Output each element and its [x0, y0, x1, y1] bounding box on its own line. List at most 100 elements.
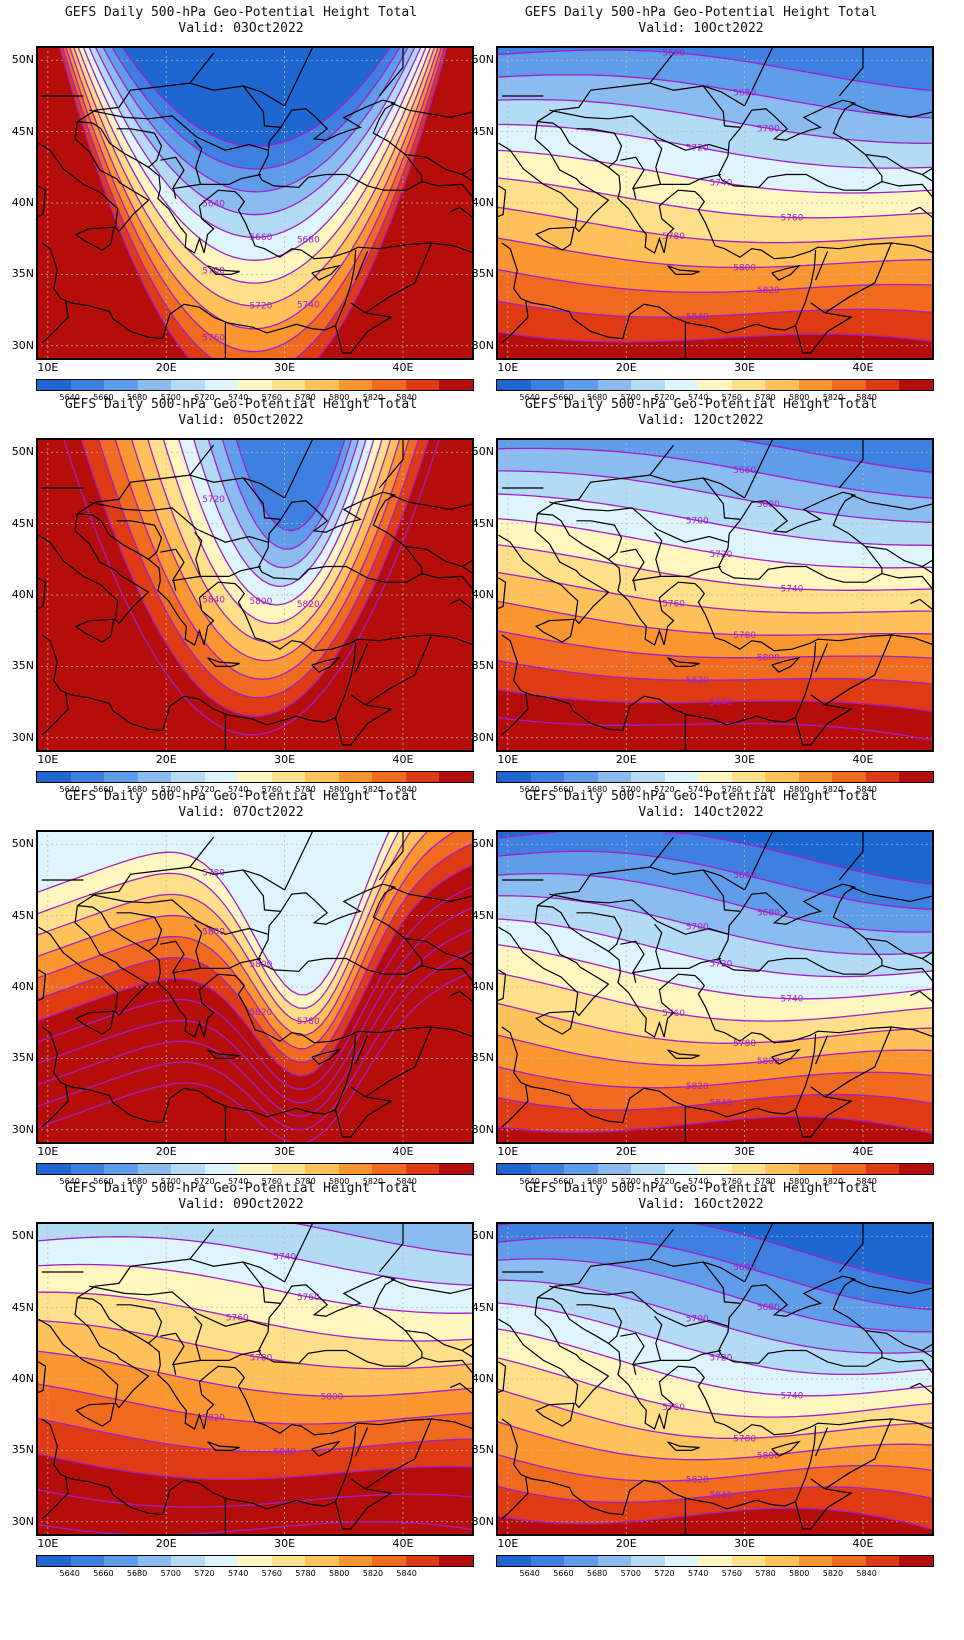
- contour-label: 5800: [249, 597, 272, 607]
- contour-label: 5780: [249, 1354, 272, 1364]
- lon-tick-label: 40E: [392, 1145, 414, 1158]
- lon-tick-label: 40E: [852, 753, 874, 766]
- panel-valid-date: Valid: 03Oct2022: [0, 20, 482, 37]
- contour-line: [496, 1222, 934, 1286]
- colorbar-swatch: [137, 380, 172, 390]
- colorbar-swatch: [104, 772, 138, 782]
- lat-tick-label: 30N: [471, 730, 494, 744]
- contour-line: [36, 927, 474, 1118]
- lat-tick-label: 30N: [471, 1514, 494, 1528]
- contour-label: 5760: [202, 334, 225, 344]
- coastline: [77, 513, 359, 652]
- coastline: [311, 1048, 341, 1065]
- contour-label: 5740: [780, 585, 803, 595]
- coastline: [355, 1035, 369, 1065]
- coastline: [77, 866, 285, 907]
- coastline: [865, 153, 934, 183]
- coastline: [75, 1402, 115, 1427]
- coastline: [815, 251, 829, 281]
- coastline: [838, 830, 864, 881]
- colorbar-swatch: [497, 772, 531, 782]
- colorbar-label: 5680: [126, 1569, 148, 1578]
- colorbar-swatch: [238, 1556, 272, 1566]
- map-plot: 5660 5680 5700 5720 5740 5760 5780 5800 5820 5840: [496, 46, 934, 360]
- coastline: [350, 1418, 432, 1490]
- map-panel: GEFS Daily 500-hPa Geo-Potential Height …: [460, 1176, 942, 1586]
- coastline: [284, 830, 314, 891]
- contour-label: 5680: [757, 500, 780, 510]
- contour-line: [496, 972, 934, 1022]
- coastline: [535, 1010, 575, 1035]
- colorbar-swatch: [698, 1556, 732, 1566]
- coastline: [576, 1304, 623, 1344]
- lat-tick-label: 50N: [471, 445, 494, 459]
- colorbar-label: 5840: [856, 785, 877, 794]
- coastline: [258, 491, 423, 583]
- panel-title: GEFS Daily 500-hPa Geo-Potential Height …: [524, 5, 878, 20]
- colorbar-label: 5660: [93, 785, 114, 794]
- contour-line: [496, 1485, 934, 1504]
- lat-tick-label: 30N: [11, 338, 34, 352]
- contour-label: 5820: [249, 1008, 272, 1018]
- colorbar-swatch: [832, 380, 866, 390]
- coastline: [390, 886, 474, 903]
- lat-tick-label: 40N: [471, 588, 494, 601]
- valid-date: 09Oct2022: [233, 1197, 304, 1212]
- lat-tick-label: 50N: [11, 837, 34, 851]
- coastline: [501, 1418, 817, 1516]
- panel-valid-date: Valid: 12Oct2022: [460, 412, 942, 429]
- coastline: [77, 905, 359, 1044]
- coastline: [258, 99, 423, 191]
- coastline: [794, 704, 853, 746]
- contour-label: 5840: [686, 313, 709, 323]
- lon-tick-label: 30E: [274, 1537, 296, 1550]
- contour-line: [496, 1236, 934, 1311]
- lon-tick-label: 20E: [615, 361, 637, 374]
- coastline: [702, 869, 742, 912]
- coastline: [632, 173, 722, 190]
- colorbar-swatch: [899, 1164, 933, 1174]
- coastline: [501, 1026, 817, 1124]
- lat-tick-label: 50N: [11, 1229, 34, 1243]
- colorbar-label: 5820: [362, 393, 384, 402]
- colorbar-swatch: [731, 1556, 766, 1566]
- coastline: [390, 102, 474, 119]
- colorbar-swatch: [631, 380, 665, 390]
- colorbar-label: 5780: [755, 1569, 776, 1578]
- coastline: [702, 477, 742, 520]
- lat-tick-label: 35N: [11, 1443, 34, 1457]
- colorbar-label: 5820: [362, 785, 384, 794]
- contour-label: 5820: [686, 676, 709, 686]
- coastline: [242, 85, 282, 128]
- coastline: [537, 866, 745, 907]
- height-band: [496, 717, 934, 752]
- contour-label: 5740: [780, 995, 803, 1005]
- colorbar-label: 5740: [687, 1569, 709, 1578]
- lat-tick-label: 45N: [471, 1300, 494, 1314]
- coastline: [654, 531, 663, 577]
- contour-line: [496, 571, 934, 614]
- colorbar-label: 5800: [789, 785, 810, 794]
- contour-line: [496, 600, 934, 636]
- lat-tick-label: 35N: [11, 1051, 34, 1065]
- coastline: [160, 156, 185, 199]
- coastline: [75, 618, 115, 643]
- contour-line: [101, 46, 410, 193]
- coastline: [667, 1049, 700, 1059]
- colorbar-label: 5680: [586, 1177, 608, 1186]
- colorbar-label: 5700: [620, 785, 641, 794]
- colorbar-label: 5660: [553, 1177, 574, 1186]
- contour-line: [36, 830, 459, 1050]
- colorbar: [496, 771, 934, 783]
- coastline: [850, 886, 934, 903]
- coastline: [77, 82, 285, 123]
- colorbar: [496, 379, 934, 391]
- lat-tick-label: 50N: [11, 53, 34, 67]
- colorbar-swatch: [238, 1164, 272, 1174]
- coastline: [498, 1297, 610, 1409]
- contour-label: 5780: [733, 1434, 756, 1444]
- colorbar: [496, 1555, 934, 1567]
- coastline: [160, 940, 185, 983]
- colorbar-swatch: [731, 772, 766, 782]
- contour-label: 5840: [709, 698, 732, 708]
